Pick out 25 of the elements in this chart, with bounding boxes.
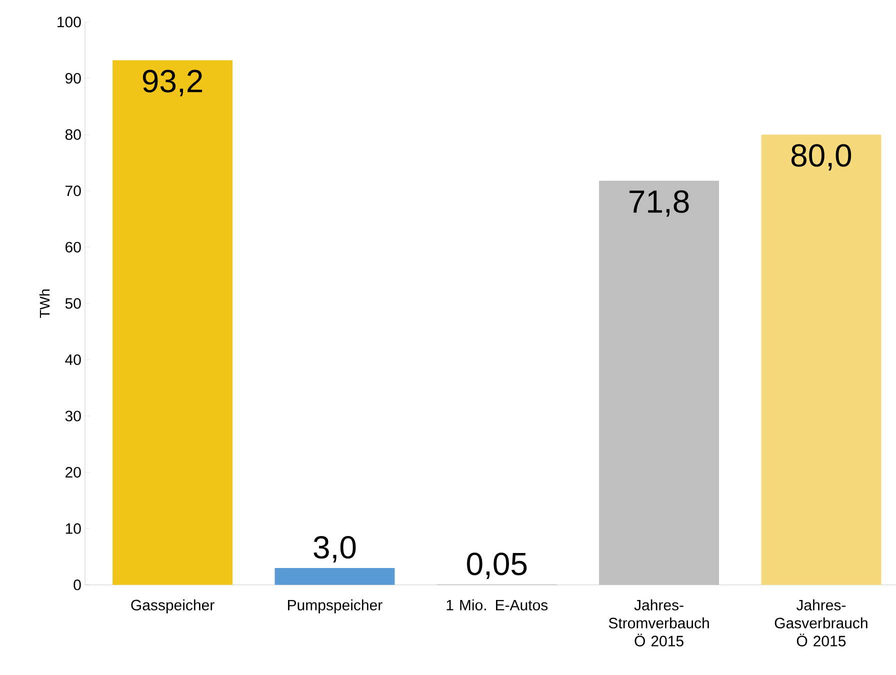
x-tick-label: Gasspeicher — [131, 599, 214, 614]
data-label: 93,2 — [142, 70, 202, 96]
data-label: 0,05 — [467, 552, 527, 580]
y-tick-label: 70 — [66, 186, 81, 196]
data-label: 3,0 — [314, 536, 356, 563]
bar — [274, 568, 395, 585]
y-tick-label: 100 — [58, 16, 81, 28]
y-tick-label: 30 — [65, 410, 81, 422]
x-tick-label: Jahres-Gasverbrauch Ö 2015 — [774, 599, 868, 646]
y-axis-title: TWh — [39, 290, 50, 318]
x-tick-label: Jahres-Stromverbauch Ö 2015 — [608, 599, 709, 646]
y-tick-label: 0 — [74, 580, 81, 590]
y-tick-label: 90 — [65, 73, 81, 84]
bar — [112, 60, 233, 585]
data-label: 80,0 — [791, 144, 852, 171]
y-tick-label: 20 — [66, 467, 81, 478]
x-tick-label: Pumpspeicher — [288, 599, 382, 614]
y-tick-label: 40 — [65, 354, 81, 366]
y-tick-label: 50 — [65, 298, 81, 309]
x-tick-label: 1 Mio. E-Autos — [446, 599, 548, 610]
y-tick-label: 80 — [65, 129, 81, 140]
y-tick-label: 10 — [66, 523, 81, 534]
y-tick-label: 60 — [66, 242, 81, 253]
data-label: 71,8 — [630, 190, 689, 217]
bar — [761, 134, 882, 585]
